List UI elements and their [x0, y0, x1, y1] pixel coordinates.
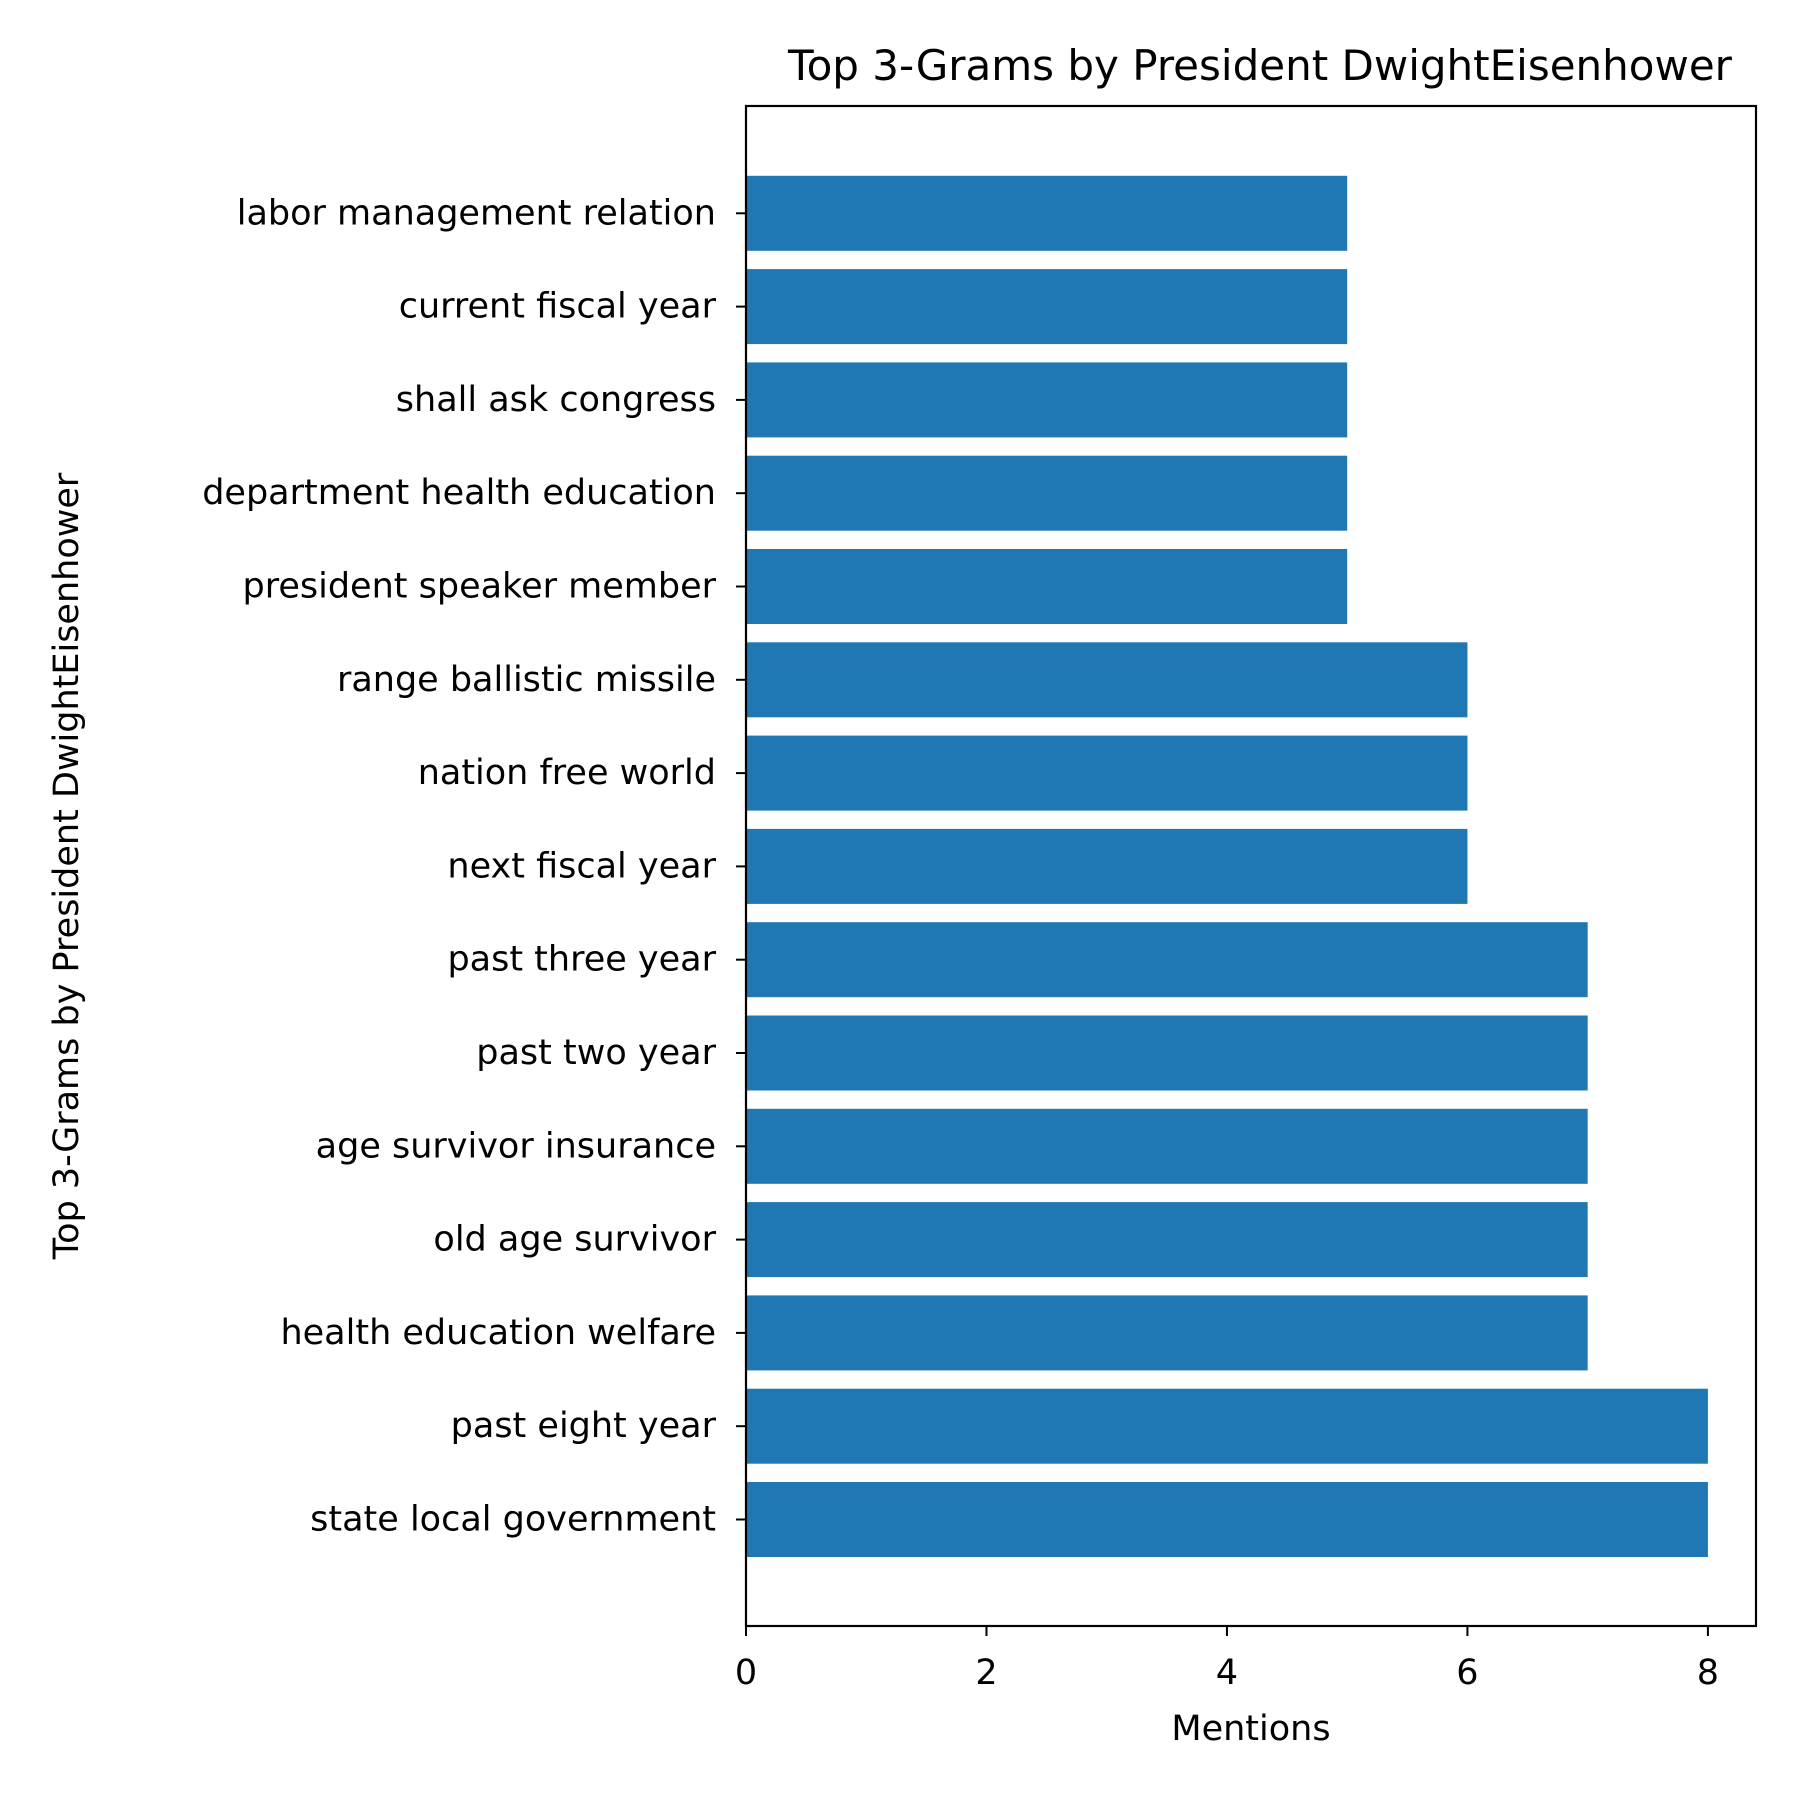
bar-health-education-welfare: [746, 1295, 1588, 1371]
bar-range-ballistic-missile: [746, 642, 1468, 718]
x-tick-label: 4: [1216, 1653, 1238, 1693]
y-tick-label: past three year: [447, 940, 716, 980]
y-tick-label: labor management relation: [237, 193, 716, 233]
bar-past-two-year: [746, 1015, 1588, 1091]
bar-past-eight-year: [746, 1388, 1708, 1464]
y-axis: state local government past eight year hea…: [202, 193, 746, 1540]
y-axis-title: Top 3-Grams by President DwightEisenhowe…: [47, 472, 87, 1260]
chart-title: Top 3-Grams by President DwightEisenhowe…: [787, 41, 1733, 90]
y-tick-label: president speaker member: [243, 567, 717, 607]
y-tick-label: past two year: [476, 1033, 716, 1073]
y-tick-label: health education welfare: [280, 1313, 716, 1353]
bar-labor-management-relation: [746, 175, 1348, 251]
bars-group: [746, 175, 1708, 1557]
y-tick-label: old age survivor: [433, 1220, 716, 1260]
bar-next-fiscal-year: [746, 828, 1468, 904]
y-tick-label: age survivor insurance: [316, 1126, 716, 1166]
y-tick-label: range ballistic missile: [337, 660, 716, 700]
x-axis-title: Mentions: [1171, 1709, 1330, 1749]
bar-shall-ask-congress: [746, 362, 1348, 438]
y-tick-label: past eight year: [451, 1406, 717, 1446]
y-tick-label: shall ask congress: [396, 380, 716, 420]
x-tick-label: 8: [1697, 1653, 1719, 1693]
y-tick-label: state local government: [310, 1500, 716, 1540]
x-axis: 0 2 4 6 8: [735, 1626, 1719, 1693]
bar-old-age-survivor: [746, 1202, 1588, 1278]
bar-age-survivor-insurance: [746, 1108, 1588, 1184]
y-tick-label: next fiscal year: [447, 846, 716, 886]
plot-frame: [744, 104, 1758, 1628]
bar-president-speaker-member: [746, 549, 1348, 624]
bar-nation-free-world: [746, 735, 1468, 811]
y-tick-label: current fiscal year: [399, 287, 717, 327]
bar-past-three-year: [746, 922, 1588, 998]
y-tick-label: nation free world: [418, 753, 716, 793]
y-tick-label: department health education: [202, 473, 716, 513]
x-tick-label: 2: [975, 1653, 997, 1693]
x-tick-label: 0: [735, 1653, 757, 1693]
bar-department-health-education: [746, 455, 1348, 531]
bar-current-fiscal-year: [746, 269, 1348, 345]
x-tick-label: 6: [1456, 1653, 1478, 1693]
bar-state-local-government: [746, 1482, 1708, 1557]
